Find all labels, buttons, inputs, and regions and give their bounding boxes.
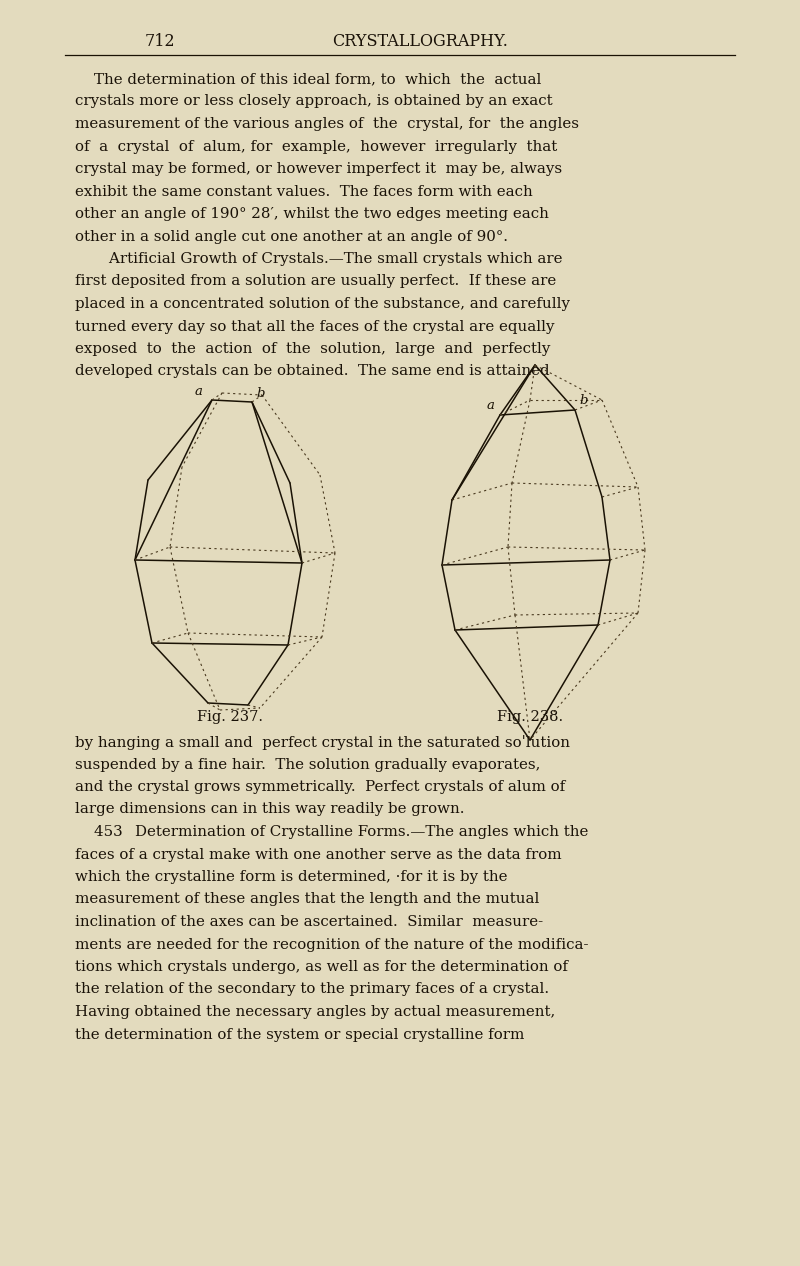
Text: exhibit the same constant values.  The faces form with each: exhibit the same constant values. The fa…: [75, 185, 533, 199]
Text: Having obtained the necessary angles by actual measurement,: Having obtained the necessary angles by …: [75, 1005, 555, 1019]
Text: turned every day so that all the faces of the crystal are equally: turned every day so that all the faces o…: [75, 319, 554, 333]
Text: of  a  crystal  of  alum, for  example,  however  irregularly  that: of a crystal of alum, for example, howev…: [75, 139, 558, 153]
Text: inclination of the axes can be ascertained.  Similar  measure-: inclination of the axes can be ascertain…: [75, 915, 543, 929]
Text: exposed  to  the  action  of  the  solution,  large  and  perfectly: exposed to the action of the solution, l…: [75, 342, 550, 356]
Text: 712: 712: [145, 33, 175, 51]
Text: 453  Determination of Crystalline Forms.—The angles which the: 453 Determination of Crystalline Forms.—…: [75, 825, 588, 839]
Text: faces of a crystal make with one another serve as the data from: faces of a crystal make with one another…: [75, 847, 562, 861]
Text: the determination of the system or special crystalline form: the determination of the system or speci…: [75, 1028, 524, 1042]
Text: developed crystals can be obtained.  The same end is attained: developed crystals can be obtained. The …: [75, 365, 550, 379]
Text: tions which crystals undergo, as well as for the determination of: tions which crystals undergo, as well as…: [75, 960, 568, 974]
Text: large dimensions can in this way readily be grown.: large dimensions can in this way readily…: [75, 803, 465, 817]
Text: b: b: [579, 394, 587, 406]
Text: suspended by a fine hair.  The solution gradually evaporates,: suspended by a fine hair. The solution g…: [75, 757, 540, 771]
Text: crystals more or less closely approach, is obtained by an exact: crystals more or less closely approach, …: [75, 95, 553, 109]
Text: Fig. 238.: Fig. 238.: [497, 710, 563, 724]
Text: The determination of this ideal form, to  which  the  actual: The determination of this ideal form, to…: [75, 72, 542, 86]
Text: crystal may be formed, or however imperfect it  may be, always: crystal may be formed, or however imperf…: [75, 162, 562, 176]
Text: b: b: [256, 387, 265, 400]
Text: measurement of the various angles of  the  crystal, for  the angles: measurement of the various angles of the…: [75, 116, 579, 130]
Text: other in a solid angle cut one another at an angle of 90°.: other in a solid angle cut one another a…: [75, 229, 508, 243]
Text: Fig. 237.: Fig. 237.: [197, 710, 263, 724]
Text: by hanging a small and  perfect crystal in the saturated soˈlution: by hanging a small and perfect crystal i…: [75, 736, 570, 749]
Text: which the crystalline form is determined, ·for it is by the: which the crystalline form is determined…: [75, 870, 507, 884]
Text: ments are needed for the recognition of the nature of the modifica-: ments are needed for the recognition of …: [75, 938, 589, 952]
Text: and the crystal grows symmetrically.  Perfect crystals of alum of: and the crystal grows symmetrically. Per…: [75, 780, 566, 794]
Text: other an angle of 190° 28′, whilst the two edges meeting each: other an angle of 190° 28′, whilst the t…: [75, 208, 549, 222]
Text: a: a: [486, 399, 494, 411]
Text: first deposited from a solution are usually perfect.  If these are: first deposited from a solution are usua…: [75, 275, 556, 289]
Text: the relation of the secondary to the primary faces of a crystal.: the relation of the secondary to the pri…: [75, 982, 549, 996]
Text: measurement of these angles that the length and the mutual: measurement of these angles that the len…: [75, 893, 539, 906]
Text: Artificial Growth of Crystals.—The small crystals which are: Artificial Growth of Crystals.—The small…: [75, 252, 562, 266]
Text: a: a: [194, 385, 202, 398]
Text: CRYSTALLOGRAPHY.: CRYSTALLOGRAPHY.: [332, 33, 508, 51]
Text: placed in a concentrated solution of the substance, and carefully: placed in a concentrated solution of the…: [75, 298, 570, 311]
